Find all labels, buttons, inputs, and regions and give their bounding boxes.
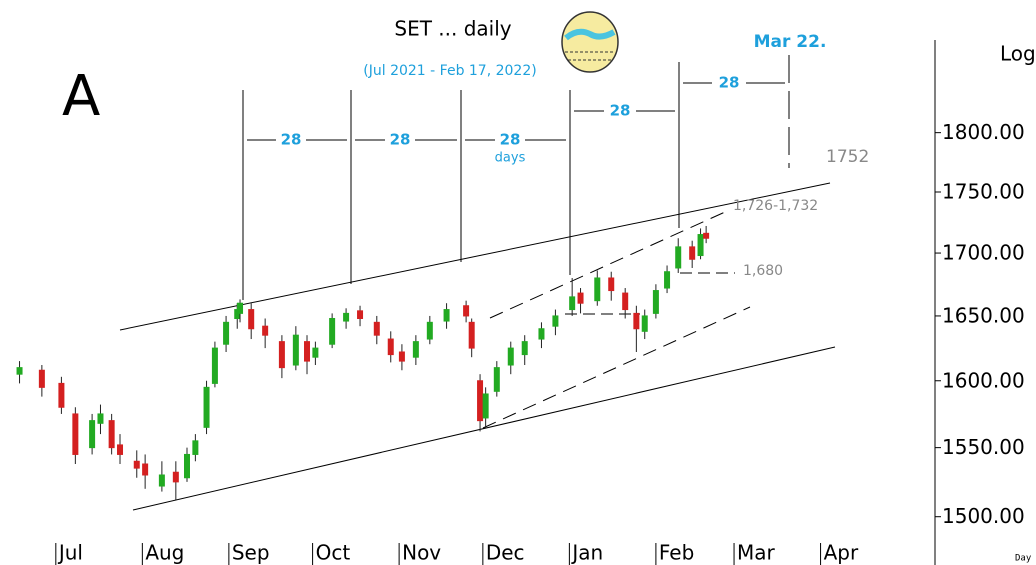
- candle-body: [58, 382, 65, 408]
- candle-body: [463, 305, 470, 317]
- y-tick-label: 1800.00: [942, 120, 1025, 144]
- level-label: 1,726-1,732: [733, 198, 818, 214]
- panel-label: A: [62, 64, 100, 129]
- channel-lower: [132, 346, 836, 511]
- cycle-unit: days: [495, 151, 526, 166]
- level-label: 1752: [826, 147, 869, 167]
- annotations: [119, 55, 836, 511]
- y-tick-label: 1500.00: [942, 504, 1025, 528]
- candle-body: [16, 367, 23, 375]
- y-tick-label: 1750.00: [942, 179, 1025, 203]
- cycle-label: 28: [500, 131, 521, 149]
- candle-body: [468, 321, 475, 349]
- candle-body: [158, 474, 165, 487]
- candle-body: [426, 321, 433, 340]
- y-tick-label: 1550.00: [942, 435, 1025, 459]
- candle-body: [292, 334, 299, 366]
- candle-body: [72, 413, 79, 455]
- candle-body: [248, 309, 255, 330]
- candle-body: [608, 277, 615, 292]
- candle-body: [387, 338, 394, 356]
- candle-body: [664, 271, 671, 289]
- candle-body: [237, 302, 244, 314]
- level-label: 1,680: [743, 263, 783, 279]
- candle-body: [329, 317, 336, 345]
- candle-body: [117, 444, 124, 455]
- candle-body: [97, 413, 104, 424]
- candle-body: [89, 420, 96, 449]
- x-tick-label: Oct: [316, 541, 351, 565]
- cycle-label: 28: [610, 102, 631, 120]
- candle-body: [262, 325, 269, 336]
- candle-body: [507, 347, 514, 366]
- chart-subtitle: (Jul 2021 - Feb 17, 2022): [363, 63, 536, 79]
- candle-body: [633, 312, 640, 330]
- x-tick-label: Jan: [570, 541, 603, 565]
- y-axis-label: Log: [1000, 42, 1036, 66]
- candle-body: [552, 315, 559, 327]
- candle-body: [622, 292, 629, 311]
- candle-body: [412, 341, 419, 358]
- candle-body: [192, 440, 199, 455]
- candle-body: [538, 328, 545, 340]
- candle-body: [343, 312, 350, 322]
- x-tick-label: Mar: [737, 541, 776, 565]
- chart-title: SET ... daily: [394, 17, 511, 41]
- cycle-label: 28: [390, 131, 411, 149]
- y-tick-label: 1600.00: [942, 368, 1025, 392]
- x-tick-label: Aug: [145, 541, 184, 565]
- x-tick-label: Jul: [57, 541, 83, 565]
- x-tick-label: Nov: [402, 541, 441, 565]
- target-date: Mar 22.: [754, 32, 827, 52]
- candle-body: [577, 292, 584, 304]
- candle-body: [675, 246, 682, 269]
- candle-body: [443, 309, 450, 322]
- candle-body: [689, 246, 696, 260]
- candle-body: [184, 453, 190, 479]
- candle-body: [357, 310, 364, 319]
- candle-body: [203, 386, 210, 428]
- candle-body: [312, 347, 319, 358]
- candle-body: [703, 232, 710, 239]
- x-tick-label: Dec: [486, 541, 525, 565]
- candle-body: [172, 471, 179, 483]
- x-tick-label: Apr: [824, 541, 859, 565]
- candle-body: [133, 460, 140, 469]
- candle-body: [641, 315, 648, 332]
- candle-body: [373, 321, 380, 336]
- candle-body: [493, 367, 500, 392]
- candle-body: [398, 351, 405, 362]
- candle-body: [223, 321, 230, 345]
- cycle-label: 28: [281, 131, 302, 149]
- candle-body: [477, 380, 484, 422]
- x-tick-label: Feb: [659, 541, 694, 565]
- globe-icon: [561, 11, 619, 73]
- candle-body: [142, 463, 149, 476]
- candle-body: [482, 393, 489, 419]
- candle-body: [652, 290, 659, 314]
- y-tick-label: 1650.00: [942, 303, 1025, 327]
- candle-body: [304, 341, 311, 362]
- candle-body: [521, 341, 528, 356]
- candle-body: [211, 347, 218, 384]
- candle-body: [278, 341, 285, 369]
- candle-body: [38, 369, 45, 388]
- x-tick-label: Sep: [232, 541, 270, 565]
- y-tick-label: 1700.00: [942, 241, 1025, 265]
- candle-body: [108, 420, 115, 449]
- x-axis-label: Day: [1015, 554, 1032, 564]
- candle-body: [569, 296, 576, 311]
- candle-body: [594, 277, 601, 302]
- cycle-label: 28: [719, 74, 740, 92]
- inner-channel-lower: [482, 306, 751, 429]
- candle-body: [697, 234, 704, 257]
